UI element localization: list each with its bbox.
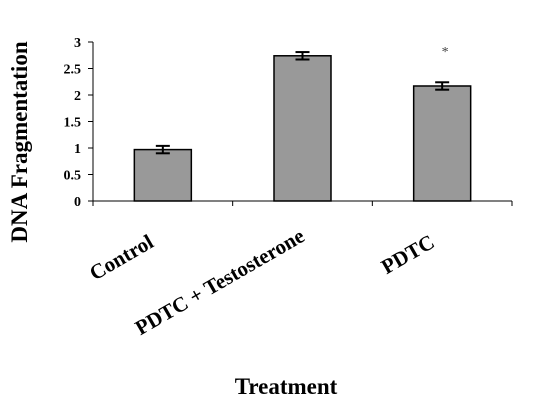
error-bar bbox=[295, 51, 310, 61]
category-label: PDTC bbox=[377, 230, 439, 279]
bar bbox=[412, 85, 472, 202]
y-tick-label: 1.5 bbox=[64, 116, 82, 131]
category-label: Control bbox=[85, 229, 157, 285]
y-tick-label: 2.5 bbox=[64, 63, 82, 78]
y-tick-label: 2 bbox=[74, 89, 81, 104]
bar bbox=[133, 148, 193, 202]
x-ticks bbox=[92, 201, 513, 206]
error-bars bbox=[155, 51, 450, 155]
y-tick-label: 0 bbox=[74, 195, 81, 210]
y-tick-label: 0.5 bbox=[64, 169, 82, 184]
significance-markers: ** bbox=[302, 0, 449, 60]
y-ticks: 0 0.5 1 1.5 2 2.5 3 bbox=[64, 36, 93, 210]
y-tick-label: 3 bbox=[74, 36, 81, 51]
x-axis-title: Treatment bbox=[235, 374, 338, 399]
bars bbox=[133, 55, 472, 202]
error-bar bbox=[435, 81, 450, 91]
error-bar bbox=[155, 144, 170, 155]
y-axis-title: DNA Fragmentation bbox=[7, 41, 32, 242]
bar bbox=[273, 55, 332, 202]
significance-asterisk: * bbox=[302, 0, 309, 2]
significance-asterisk: * bbox=[442, 45, 449, 60]
category-label: PDTC + Testosterone bbox=[131, 224, 309, 340]
y-tick-label: 1 bbox=[74, 142, 81, 157]
